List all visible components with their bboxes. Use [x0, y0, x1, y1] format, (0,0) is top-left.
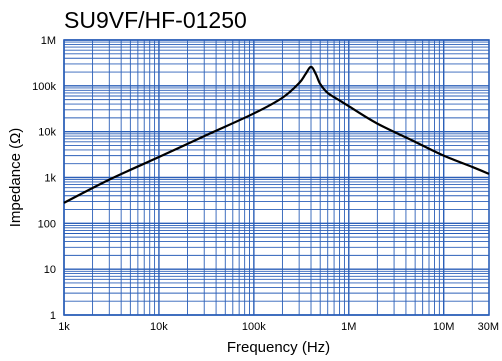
impedance-curve	[63, 65, 490, 204]
x-tick-label: 1k	[58, 321, 70, 333]
chart-title: SU9VF/HF-01250	[64, 7, 247, 33]
y-tick-label: 1k	[44, 173, 56, 185]
y-tick-label: 1	[50, 310, 56, 322]
y-tick-label: 100	[38, 218, 56, 230]
x-tick-label: 100k	[242, 321, 266, 333]
x-tick-label: 1M	[341, 321, 356, 333]
y-tick-label: 100k	[32, 81, 56, 93]
series-group	[63, 65, 490, 204]
y-axis-label: Impedance (Ω)	[7, 128, 24, 228]
y-tick-label: 10	[44, 264, 56, 276]
x-tick-label: 10k	[150, 321, 168, 333]
y-tick-labels: 1 10 100 1k 10k 100k 1M	[32, 35, 56, 322]
plot-frame	[63, 39, 490, 316]
y-tick-label: 1M	[41, 35, 56, 47]
grid-lines	[63, 39, 490, 316]
x-tick-label: 10M	[433, 321, 454, 333]
x-axis-label: Frequency (Hz)	[227, 339, 330, 356]
y-tick-label: 10k	[38, 127, 56, 139]
x-tick-labels: 1k 10k 100k 1M 10M 30M	[58, 321, 499, 333]
x-tick-label: 30M	[478, 321, 499, 333]
